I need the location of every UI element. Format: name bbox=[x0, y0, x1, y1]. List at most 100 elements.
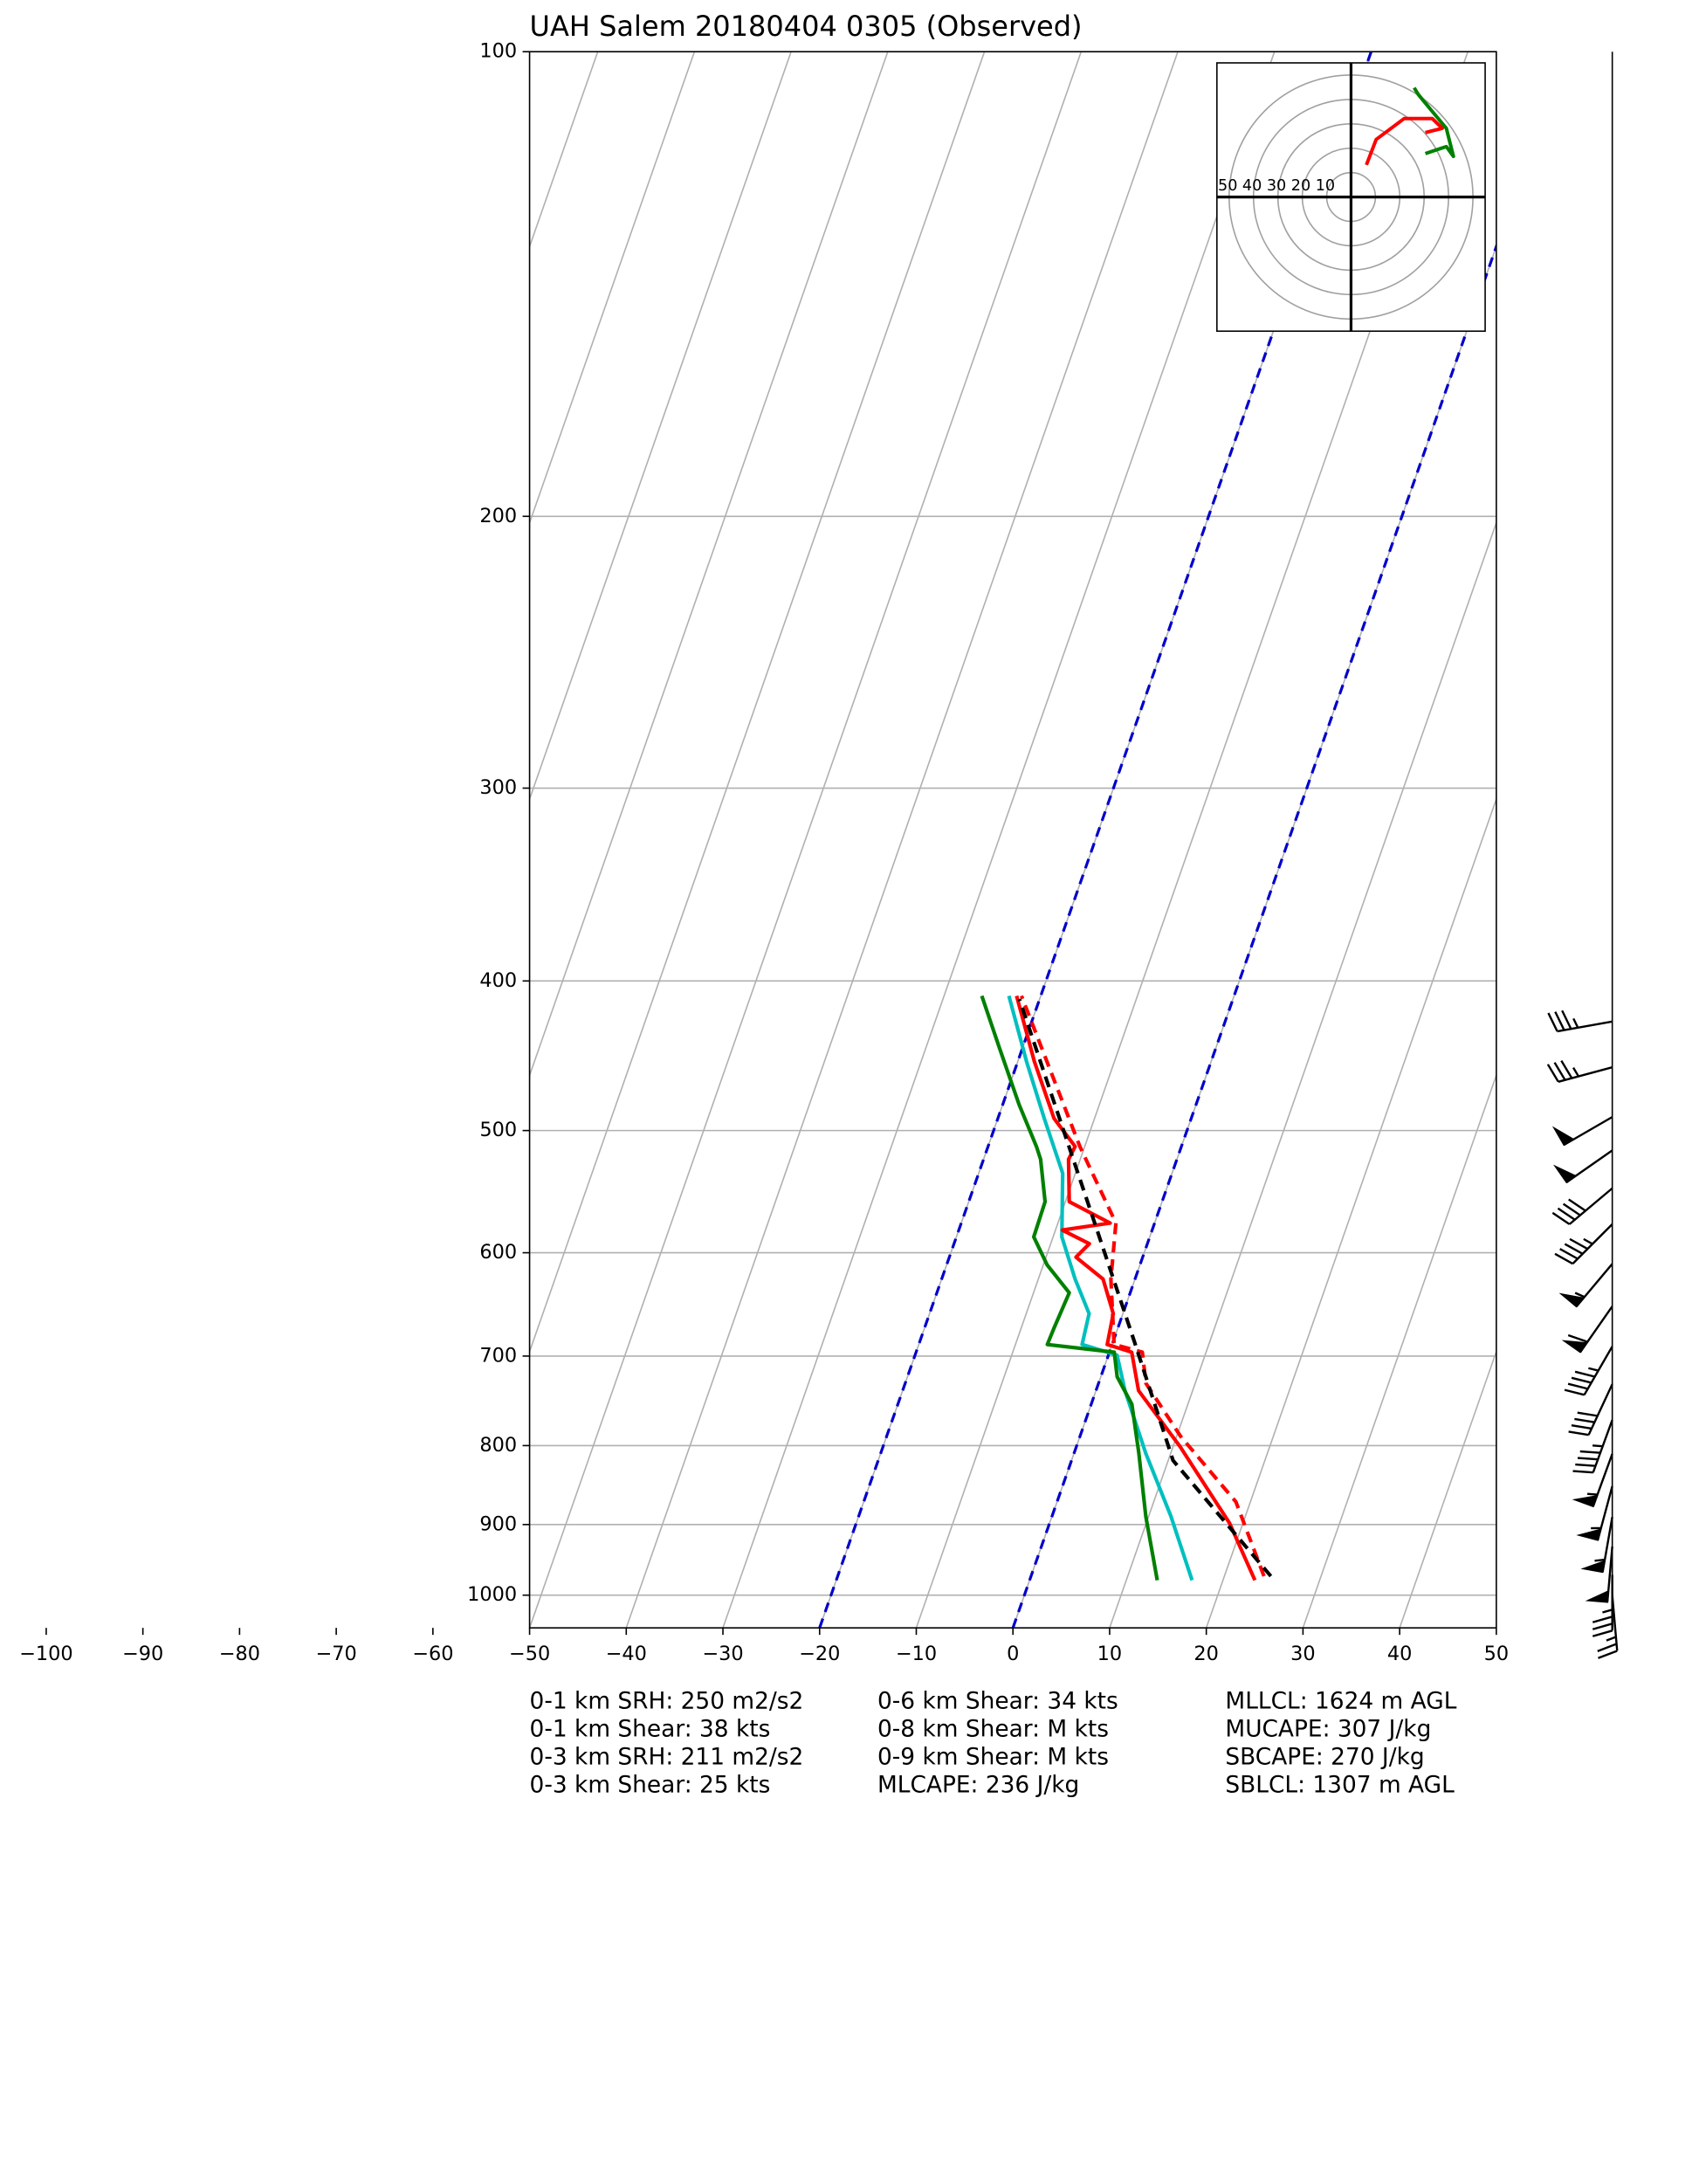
barb-staff bbox=[1554, 1223, 1613, 1265]
y-tick-label: 900 bbox=[479, 1512, 517, 1535]
barb-staff bbox=[1551, 1187, 1613, 1225]
barb-flag bbox=[1580, 1560, 1606, 1574]
stat-text: 0-9 km Shear: M kts bbox=[877, 1743, 1109, 1770]
wind-barbs bbox=[1546, 1009, 1619, 1659]
y-tick-label: 600 bbox=[479, 1241, 517, 1264]
wind-barb bbox=[1553, 1149, 1613, 1184]
isotherm bbox=[529, 52, 599, 249]
stat-text: MLCAPE: 236 J/kg bbox=[877, 1771, 1079, 1798]
wind-barb bbox=[1580, 1517, 1613, 1574]
stat-text: 0-8 km Shear: M kts bbox=[877, 1715, 1109, 1742]
profiles bbox=[980, 995, 1273, 1581]
profile-line bbox=[1020, 995, 1266, 1577]
y-tick-label: 300 bbox=[479, 776, 517, 799]
y-tick-label: 1000 bbox=[467, 1583, 517, 1606]
x-tick-label: −20 bbox=[799, 1643, 840, 1665]
isotherm bbox=[529, 52, 792, 802]
stat-text: MUCAPE: 307 J/kg bbox=[1225, 1715, 1431, 1742]
stat-text: SBLCL: 1307 m AGL bbox=[1225, 1771, 1455, 1798]
hodograph-trace bbox=[1413, 86, 1455, 159]
x-tick-label: 0 bbox=[1007, 1643, 1019, 1665]
y-tick-label: 800 bbox=[479, 1434, 517, 1457]
wind-barb bbox=[1597, 1595, 1619, 1659]
isotherm bbox=[1496, 52, 1699, 1628]
hodograph-ring-label: 40 bbox=[1242, 177, 1262, 195]
stat-text: 0-6 km Shear: 34 kts bbox=[877, 1687, 1118, 1714]
isotherm bbox=[1205, 796, 1496, 1629]
x-tick-label: −40 bbox=[606, 1643, 647, 1665]
stat-text: 0-3 km SRH: 211 m2/s2 bbox=[530, 1743, 804, 1770]
x-tick-label: −70 bbox=[315, 1643, 356, 1665]
x-tick-label: 50 bbox=[1484, 1643, 1510, 1665]
x-tick-label: −30 bbox=[702, 1643, 743, 1665]
wind-barb bbox=[1546, 1060, 1613, 1083]
barb-staff bbox=[1546, 1060, 1613, 1083]
profile-line bbox=[1017, 998, 1273, 1578]
y-tick-label: 700 bbox=[479, 1344, 517, 1367]
isotherm bbox=[1302, 1072, 1496, 1629]
isotherm bbox=[722, 52, 1276, 1629]
hodograph-trace bbox=[1365, 116, 1444, 166]
wind-barb bbox=[1561, 1306, 1613, 1354]
y-tick-label: 200 bbox=[479, 505, 517, 527]
barb-staff bbox=[1547, 1009, 1613, 1033]
profile-line bbox=[1007, 995, 1194, 1581]
isotherm bbox=[529, 52, 696, 526]
wind-barb bbox=[1568, 1383, 1613, 1436]
wind-barb bbox=[1558, 1263, 1613, 1308]
x-tick-label: −80 bbox=[219, 1643, 260, 1665]
barb-flag bbox=[1572, 1495, 1599, 1508]
wind-barb bbox=[1576, 1485, 1613, 1541]
wind-barb bbox=[1572, 1419, 1613, 1474]
barb-staff bbox=[1597, 1595, 1619, 1659]
wind-barb bbox=[1572, 1453, 1613, 1508]
wind-barb bbox=[1547, 1009, 1613, 1033]
wind-barb bbox=[1585, 1546, 1613, 1603]
x-tick-label: 40 bbox=[1387, 1643, 1413, 1665]
hodograph-ring-label: 20 bbox=[1291, 177, 1310, 195]
y-tick-label: 400 bbox=[479, 969, 517, 992]
isotherm bbox=[1399, 1349, 1496, 1629]
isotherm bbox=[625, 52, 1179, 1629]
hodograph bbox=[1216, 63, 1486, 332]
isotherm bbox=[1109, 520, 1496, 1629]
wind-barb bbox=[1551, 1116, 1613, 1147]
x-tick-label: 20 bbox=[1193, 1643, 1219, 1665]
isotherm bbox=[529, 52, 986, 1354]
y-tick-label: 100 bbox=[479, 40, 517, 63]
x-tick-label: −90 bbox=[122, 1643, 163, 1665]
profile-line bbox=[980, 995, 1159, 1581]
stat-text: 0-1 km Shear: 38 kts bbox=[530, 1715, 771, 1742]
hodograph-ring-label: 30 bbox=[1267, 177, 1286, 195]
x-tick-label: −100 bbox=[19, 1643, 73, 1665]
wind-barb bbox=[1551, 1187, 1613, 1225]
barb-flag bbox=[1576, 1528, 1602, 1541]
barb-flag bbox=[1561, 1340, 1588, 1354]
x-tick-label: 30 bbox=[1290, 1643, 1316, 1665]
barb-staff bbox=[1568, 1383, 1613, 1436]
wind-barb bbox=[1564, 1346, 1613, 1396]
x-tick-label: −10 bbox=[896, 1643, 937, 1665]
stat-text: SBCAPE: 270 J/kg bbox=[1225, 1743, 1424, 1770]
isotherm bbox=[529, 52, 1083, 1629]
grid bbox=[529, 52, 1699, 1629]
barb-flag bbox=[1558, 1292, 1586, 1308]
x-tick-label: −60 bbox=[412, 1643, 453, 1665]
barb-flag bbox=[1553, 1164, 1578, 1184]
x-tick-label: −50 bbox=[509, 1643, 550, 1665]
profile-line bbox=[1015, 995, 1257, 1581]
x-tick-label: 10 bbox=[1097, 1643, 1123, 1665]
hodograph-ring-label: 10 bbox=[1316, 177, 1335, 195]
stat-text: 0-1 km SRH: 250 m2/s2 bbox=[530, 1687, 804, 1714]
wind-barb bbox=[1554, 1223, 1613, 1265]
y-tick-label: 500 bbox=[479, 1119, 517, 1141]
barb-flag bbox=[1585, 1589, 1610, 1603]
hodograph-ring-label: 50 bbox=[1218, 177, 1237, 195]
barb-staff bbox=[1572, 1419, 1613, 1474]
stat-text: MLLCL: 1624 m AGL bbox=[1225, 1687, 1456, 1714]
stat-text: 0-3 km Shear: 25 kts bbox=[530, 1771, 771, 1798]
hodograph-labels: 50 40 30 20 10 bbox=[1218, 177, 1335, 195]
